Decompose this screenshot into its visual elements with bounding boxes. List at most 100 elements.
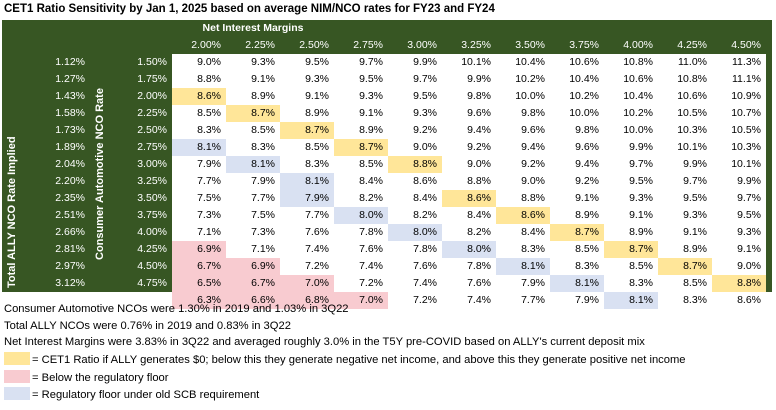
consumer-nco-rate: 2.25% [137, 107, 167, 119]
note-total-nco: Total ALLY NCOs were 0.76% in 2019 and 0… [4, 319, 291, 332]
nim-rate-header: 2.50% [299, 39, 329, 51]
cet1-ratio-cell: 10.3% [658, 122, 712, 139]
consumer-nco-rate: 4.75% [137, 277, 167, 289]
cet1-ratio-cell: 8.2% [334, 190, 388, 207]
cet1-ratio-cell: 8.4% [496, 224, 550, 241]
legend-swatch-pink [4, 370, 30, 383]
cet1-ratio-cell: 10.5% [658, 105, 712, 122]
cet1-ratio-cell: 10.0% [604, 122, 658, 139]
consumer-nco-rate: 1.50% [137, 56, 167, 68]
cet1-ratio-cell: 9.3% [604, 190, 658, 207]
cet1-ratio-cell: 7.6% [442, 275, 496, 292]
table-row: 1.27% 1.75% 8.8% 9.1% 9.3% 9.5% 9.7% 9.9% 10.2% 1… [2, 71, 766, 88]
nim-header-label: Net Interest Margins [202, 22, 304, 34]
cet1-ratio-cell: 7.7% [496, 292, 550, 309]
cet1-ratio-cell: 7.8% [442, 258, 496, 275]
header-spacer [90, 37, 172, 54]
cet1-ratio-cell: 8.8% [172, 71, 226, 88]
nim-rate-header: 3.50% [515, 39, 545, 51]
cet1-ratio-cell: 10.1% [442, 54, 496, 71]
nim-rate-header: 4.00% [623, 39, 653, 51]
cet1-ratio-cell: 7.6% [334, 241, 388, 258]
total-nco-rate: 1.73% [55, 124, 85, 136]
cet1-ratio-cell: 6.7% [172, 258, 226, 275]
cet1-ratio-cell: 8.5% [550, 241, 604, 258]
cet1-ratio-cell: 7.9% [226, 173, 280, 190]
total-nco-rate: 2.04% [55, 158, 85, 170]
cet1-ratio-cell: 10.1% [658, 139, 712, 156]
cet1-ratio-cell: 9.1% [658, 224, 712, 241]
table-row: 2.97% 4.50% 6.7% 6.9% 7.2% 7.4% 7.6% 7.8% 8.1% 8.… [2, 258, 766, 275]
cet1-ratio-cell: 8.9% [334, 122, 388, 139]
cet1-ratio-cell: 9.3% [334, 88, 388, 105]
cet1-ratio-cell: 9.7% [334, 54, 388, 71]
cet1-ratio-cell: 9.1% [334, 105, 388, 122]
nim-rate-header: 2.75% [353, 39, 383, 51]
consumer-nco-rate: 3.50% [137, 192, 167, 204]
cet1-ratio-cell: 10.2% [496, 71, 550, 88]
cet1-ratio-cell: 9.5% [334, 71, 388, 88]
cet1-ratio-cell: 7.0% [280, 275, 334, 292]
table-row: 1.73% 2.50% 8.3% 8.5% 8.7% 8.9% 9.2% 9.4% 9.6% 9.… [2, 122, 766, 139]
nim-rate-header: 2.25% [245, 39, 275, 51]
cet1-ratio-cell: 9.0% [712, 258, 766, 275]
consumer-nco-rate: 5.00% [137, 294, 167, 306]
cet1-ratio-cell: 8.3% [496, 241, 550, 258]
cet1-ratio-cell: 9.8% [442, 88, 496, 105]
cet1-ratio-cell: 10.6% [604, 71, 658, 88]
table-row: 1.58% 2.25% 8.5% 8.7% 8.9% 9.1% 9.3% 9.6% 9.8% 10… [2, 105, 766, 122]
cet1-ratio-cell: 9.6% [550, 139, 604, 156]
legend-swatch-yellow [4, 352, 30, 365]
cet1-ratio-cell: 8.3% [604, 275, 658, 292]
cet1-ratio-cell: 8.7% [226, 105, 280, 122]
cet1-ratio-cell: 8.9% [550, 207, 604, 224]
consumer-nco-rate: 2.75% [137, 141, 167, 153]
cet1-ratio-cell: 6.6% [226, 292, 280, 309]
cet1-ratio-cell: 11.3% [712, 54, 766, 71]
cet1-ratio-cell: 8.8% [496, 190, 550, 207]
total-nco-rate: 1.89% [55, 141, 85, 153]
cet1-ratio-cell: 8.5% [604, 258, 658, 275]
cet1-ratio-cell: 7.0% [334, 292, 388, 309]
total-nco-rate: 1.27% [55, 73, 85, 85]
cet1-ratio-cell: 10.4% [550, 71, 604, 88]
legend-yellow: = CET1 Ratio if ALLY generates $0; below… [4, 352, 686, 368]
cet1-ratio-cell: 8.7% [334, 139, 388, 156]
consumer-nco-rate: 3.75% [137, 209, 167, 221]
cet1-ratio-cell: 10.5% [712, 122, 766, 139]
cet1-ratio-cell: 8.8% [442, 173, 496, 190]
cet1-ratio-cell: 9.0% [496, 173, 550, 190]
cet1-ratio-cell: 10.8% [604, 54, 658, 71]
consumer-nco-rate: 2.50% [137, 124, 167, 136]
note-nim: Net Interest Margins were 3.83% in 3Q22 … [4, 336, 645, 348]
cet1-ratio-cell: 8.5% [334, 156, 388, 173]
cet1-ratio-cell: 9.3% [226, 54, 280, 71]
cet1-ratio-cell: 7.6% [388, 258, 442, 275]
total-nco-rate: 2.81% [55, 243, 85, 255]
cet1-ratio-cell: 9.3% [388, 105, 442, 122]
table-row: 1.12% 1.50% 9.0% 9.3% 9.5% 9.7% 9.9% 10.1% 10.4%… [2, 54, 766, 71]
cet1-ratio-cell: 9.2% [496, 156, 550, 173]
cet1-ratio-cell: 8.0% [334, 207, 388, 224]
cet1-ratio-cell: 10.8% [658, 71, 712, 88]
cet1-ratio-cell: 8.9% [604, 224, 658, 241]
cet1-ratio-cell: 11.0% [658, 54, 712, 71]
cet1-ratio-cell: 10.3% [712, 139, 766, 156]
cet1-ratio-cell: 8.5% [658, 275, 712, 292]
cet1-ratio-cell: 9.6% [496, 122, 550, 139]
consumer-nco-rate: 1.75% [137, 73, 167, 85]
cet1-ratio-cell: 7.5% [172, 190, 226, 207]
header-spacer [90, 20, 172, 37]
sensitivity-table: Net Interest Margins 2.00% 2.25% 2.50% 2.75%… [2, 20, 766, 309]
table-row: 1.89% 2.75% 8.1% 8.3% 8.5% 8.7% 9.0% 9.2% 9.4% 9.… [2, 139, 766, 156]
notes: Consumer Automotive NCOs were 1.30% in 2… [4, 301, 645, 351]
nim-rate-header: 3.00% [407, 39, 437, 51]
cet1-ratio-cell: 7.4% [442, 292, 496, 309]
consumer-nco-axis-label: Consumer Automotive NCO Rate [94, 88, 106, 260]
cet1-ratio-cell: 8.5% [172, 105, 226, 122]
consumer-nco-rate: 4.50% [137, 260, 167, 272]
consumer-nco-rate: 4.25% [137, 243, 167, 255]
cet1-ratio-cell: 10.2% [604, 105, 658, 122]
cet1-ratio-cell: 8.3% [172, 122, 226, 139]
total-nco-rate: 1.12% [55, 56, 85, 68]
